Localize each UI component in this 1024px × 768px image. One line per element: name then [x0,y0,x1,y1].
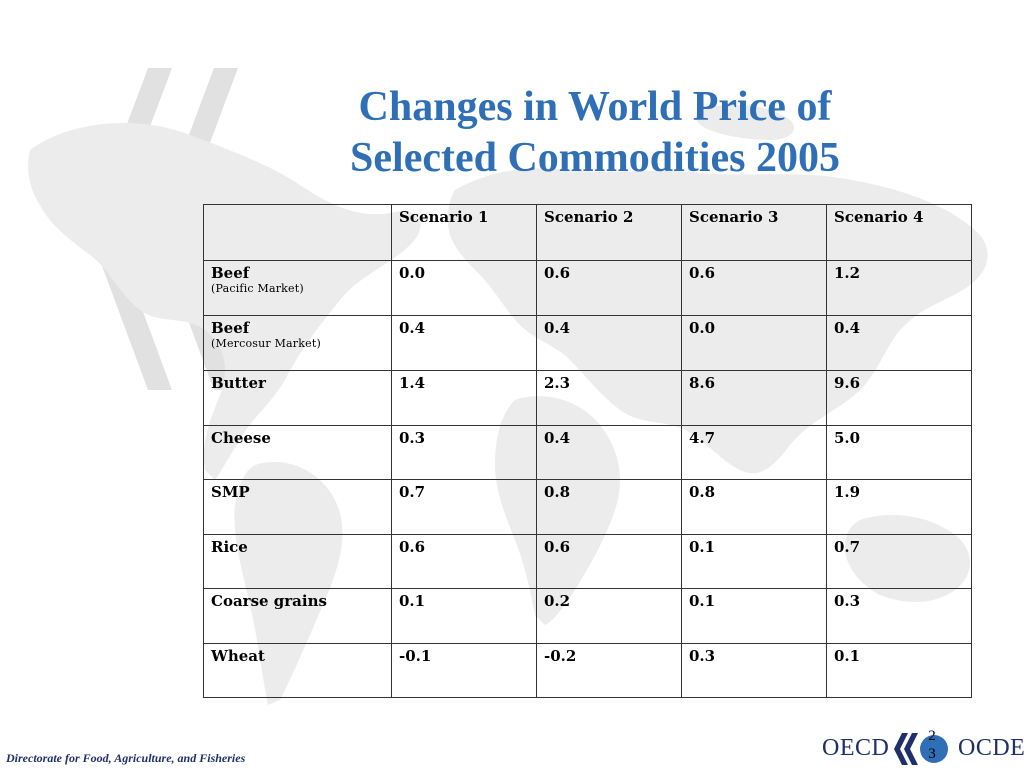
table-cell: 0.4 [391,315,537,371]
table-cell: 0.3 [681,643,827,698]
table-row: Beef (Pacific Market) 0.0 0.6 0.6 1.2 [203,260,972,316]
table-cell: 0.2 [536,588,682,644]
page-number-line-1: 2 [928,728,936,744]
commodity-name: Beef [211,264,250,282]
row-label-cell: Wheat [203,643,392,698]
table-cell: 1.9 [826,479,972,535]
row-label-cell: Coarse grains [203,588,392,644]
logo-emblem-icon [894,733,948,765]
table-cell: 0.1 [826,643,972,698]
table-cell: 0.8 [536,479,682,535]
table-cell: -0.1 [391,643,537,698]
table-cell: 0.3 [826,588,972,644]
header-scenario-4: Scenario 4 [826,204,972,261]
header-scenario-2: Scenario 2 [536,204,682,261]
table-row: Cheese 0.3 0.4 4.7 5.0 [203,425,972,480]
table-cell: 4.7 [681,425,827,480]
table-row: Beef (Mercosur Market) 0.4 0.4 0.0 0.4 [203,315,972,371]
header-scenario-3: Scenario 3 [681,204,827,261]
table-cell: 0.1 [681,588,827,644]
table-cell: 0.6 [536,534,682,589]
table-cell: 9.6 [826,370,972,426]
footer-directorate-text: Directorate for Food, Agriculture, and F… [6,751,246,765]
table-cell: 1.2 [826,260,972,316]
title-line-1: Changes in World Price of [358,84,832,130]
table-cell: 0.7 [826,534,972,589]
table-cell: 0.0 [681,315,827,371]
logo-text-oecd: OECD [822,735,890,761]
commodity-market: (Mercosur Market) [211,337,321,350]
page-number-line-2: 3 [928,746,936,762]
header-scenario-1: Scenario 1 [391,204,537,261]
table-row: Butter 1.4 2.3 8.6 9.6 [203,370,972,426]
table-cell: 0.4 [826,315,972,371]
table-cell: 0.6 [391,534,537,589]
row-label-cell: Butter [203,370,392,426]
table-cell: 0.1 [391,588,537,644]
table-cell: 0.8 [681,479,827,535]
table-cell: 2.3 [536,370,682,426]
oecd-logo: OECD OCDE [818,726,1024,768]
title-line-2: Selected Commodities 2005 [350,135,840,181]
table-row: Coarse grains 0.1 0.2 0.1 0.3 [203,588,972,644]
row-label-cell: Beef (Pacific Market) [203,260,392,316]
table-cell: 0.3 [391,425,537,480]
logo-text-ocde: OCDE [958,735,1024,761]
table-cell: 5.0 [826,425,972,480]
table-cell: 0.0 [391,260,537,316]
page-number: 2 3 [919,727,945,768]
table-row: Rice 0.6 0.6 0.1 0.7 [203,534,972,589]
page-title: Changes in World Price of Selected Commo… [290,82,900,184]
header-cell-empty [203,204,392,261]
table-cell: 0.1 [681,534,827,589]
table-cell: 1.4 [391,370,537,426]
table-cell: 0.7 [391,479,537,535]
row-label-cell: Beef (Mercosur Market) [203,315,392,371]
table-header-row: Scenario 1 Scenario 2 Scenario 3 Scenari… [203,204,972,261]
row-label-cell: SMP [203,479,392,535]
row-label-cell: Rice [203,534,392,589]
table-cell: 0.4 [536,315,682,371]
row-label-cell: Cheese [203,425,392,480]
table-cell: 0.4 [536,425,682,480]
table-cell: 0.6 [681,260,827,316]
table-row: Wheat -0.1 -0.2 0.3 0.1 [203,643,972,698]
table-cell: 0.6 [536,260,682,316]
table-cell: 8.6 [681,370,827,426]
table-row: SMP 0.7 0.8 0.8 1.9 [203,479,972,535]
table-cell: -0.2 [536,643,682,698]
commodity-market: (Pacific Market) [211,282,304,295]
commodity-price-table: Scenario 1 Scenario 2 Scenario 3 Scenari… [203,204,972,698]
commodity-name: Beef [211,319,250,337]
